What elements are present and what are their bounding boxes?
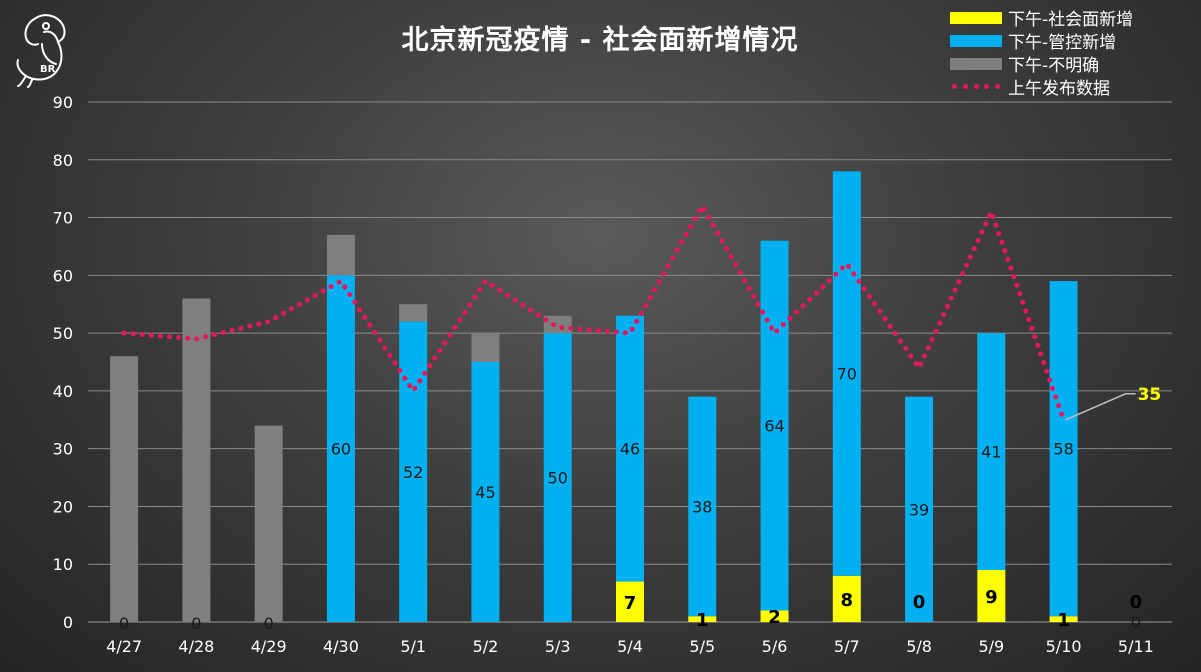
x-tick-label: 5/3	[545, 637, 571, 656]
x-tick-label: 5/10	[1046, 637, 1082, 656]
bar-segment	[399, 321, 428, 622]
x-tick-label: 5/1	[400, 637, 426, 656]
bar-segment	[688, 616, 717, 622]
legend: 下午-社会面新增 下午-管控新增 下午-不明确 上午发布数据	[950, 6, 1134, 99]
bar-segment	[832, 171, 861, 576]
y-tick-label: 10	[53, 555, 73, 574]
data-label-social: 1	[1057, 610, 1070, 631]
bar-segment	[616, 315, 644, 582]
bar-segment	[1049, 281, 1078, 617]
bar-segment	[543, 315, 572, 334]
y-tick-label: 90	[53, 93, 73, 112]
bar-segment	[110, 356, 139, 622]
legend-swatch-morning	[950, 81, 1002, 93]
x-tick-label: 5/5	[689, 637, 715, 656]
legend-item-morning: 上午发布数据	[950, 75, 1133, 99]
x-tick-label: 4/30	[323, 637, 359, 656]
data-label-social: 0	[119, 614, 129, 633]
chart-title: 北京新冠疫情 - 社会面新增情况	[401, 25, 799, 56]
data-label-controlled: 0	[1131, 613, 1141, 632]
x-tick-label: 5/4	[617, 637, 643, 656]
data-label-social: 7	[624, 593, 637, 614]
data-label-social: 0	[191, 614, 201, 633]
bar-segment	[905, 396, 934, 622]
data-label-social: 1	[696, 610, 709, 631]
data-label-social: 0	[913, 592, 926, 613]
bar-segment	[326, 275, 355, 622]
bar-segment	[977, 333, 1006, 570]
x-tick-label: 4/28	[178, 637, 214, 656]
x-tick-label: 5/11	[1118, 637, 1154, 656]
bar-segment	[760, 610, 789, 622]
legend-label-controlled: 下午-管控新增	[1008, 33, 1117, 53]
legend-item-social: 下午-社会面新增	[950, 6, 1134, 30]
x-tick-label: 5/7	[834, 637, 860, 656]
x-tick-label: 4/29	[251, 637, 287, 656]
data-label-social: 9	[985, 587, 998, 608]
bar-segment	[254, 425, 283, 622]
bar-segment	[760, 240, 789, 611]
data-label-controlled: 45	[475, 483, 495, 502]
bar-segment	[1049, 616, 1078, 622]
y-tick-label: 60	[53, 266, 73, 285]
annotation-leader-line	[1065, 393, 1136, 421]
parrot-logo-icon: BR	[16, 14, 66, 88]
x-tick-label: 4/27	[106, 637, 142, 656]
data-label-controlled: 58	[1053, 440, 1073, 459]
x-tick-label: 5/9	[978, 637, 1004, 656]
bar-segment	[399, 304, 428, 322]
y-tick-label: 80	[53, 151, 73, 170]
bar-segment	[471, 362, 500, 622]
data-label-controlled: 39	[909, 500, 929, 519]
data-label-social: 0	[264, 614, 274, 633]
bar-segment	[616, 581, 644, 622]
legend-label-morning: 上午发布数据	[1008, 79, 1110, 99]
annotation-label: 35	[1138, 385, 1162, 405]
svg-text:BR: BR	[40, 64, 56, 75]
legend-swatch-unclear	[950, 57, 1002, 70]
bar-segment	[471, 333, 500, 362]
y-tick-label: 30	[53, 440, 73, 459]
data-label-controlled: 50	[548, 469, 568, 488]
data-label-controlled: 52	[403, 463, 423, 482]
y-tick-label: 20	[53, 497, 73, 516]
series-line-morning	[121, 200, 1067, 423]
bar-segment	[977, 570, 1006, 622]
legend-item-unclear: 下午-不明确	[950, 52, 1133, 76]
x-tick-label: 5/2	[473, 637, 499, 656]
data-label-controlled: 41	[981, 443, 1001, 462]
data-label-social: 2	[768, 607, 781, 628]
legend-label-social: 下午-社会面新增	[1008, 10, 1134, 30]
data-label-controlled: 46	[620, 440, 640, 459]
y-tick-label: 0	[63, 613, 73, 632]
data-label-controlled: 70	[837, 365, 857, 384]
legend-swatch-controlled	[950, 34, 1002, 47]
legend-item-controlled: 下午-管控新增	[950, 29, 1133, 53]
y-tick-label: 40	[53, 382, 73, 401]
data-label-social: 8	[841, 590, 854, 611]
data-label-controlled: 38	[692, 497, 712, 516]
bar-segment	[688, 396, 717, 617]
bar-segment	[326, 234, 355, 276]
bar-segment	[182, 298, 211, 622]
y-tick-label: 50	[53, 324, 73, 343]
data-label-controlled: 64	[764, 417, 784, 436]
y-tick-label: 70	[53, 209, 73, 228]
x-tick-label: 5/8	[906, 637, 932, 656]
bar-segment	[832, 575, 861, 622]
x-tick-label: 5/6	[762, 637, 788, 656]
data-label-social: 0	[1130, 592, 1143, 613]
legend-swatch-social	[950, 11, 1002, 24]
bar-segment	[543, 333, 572, 622]
data-label-controlled: 60	[331, 440, 351, 459]
legend-label-unclear: 下午-不明确	[1008, 56, 1100, 76]
